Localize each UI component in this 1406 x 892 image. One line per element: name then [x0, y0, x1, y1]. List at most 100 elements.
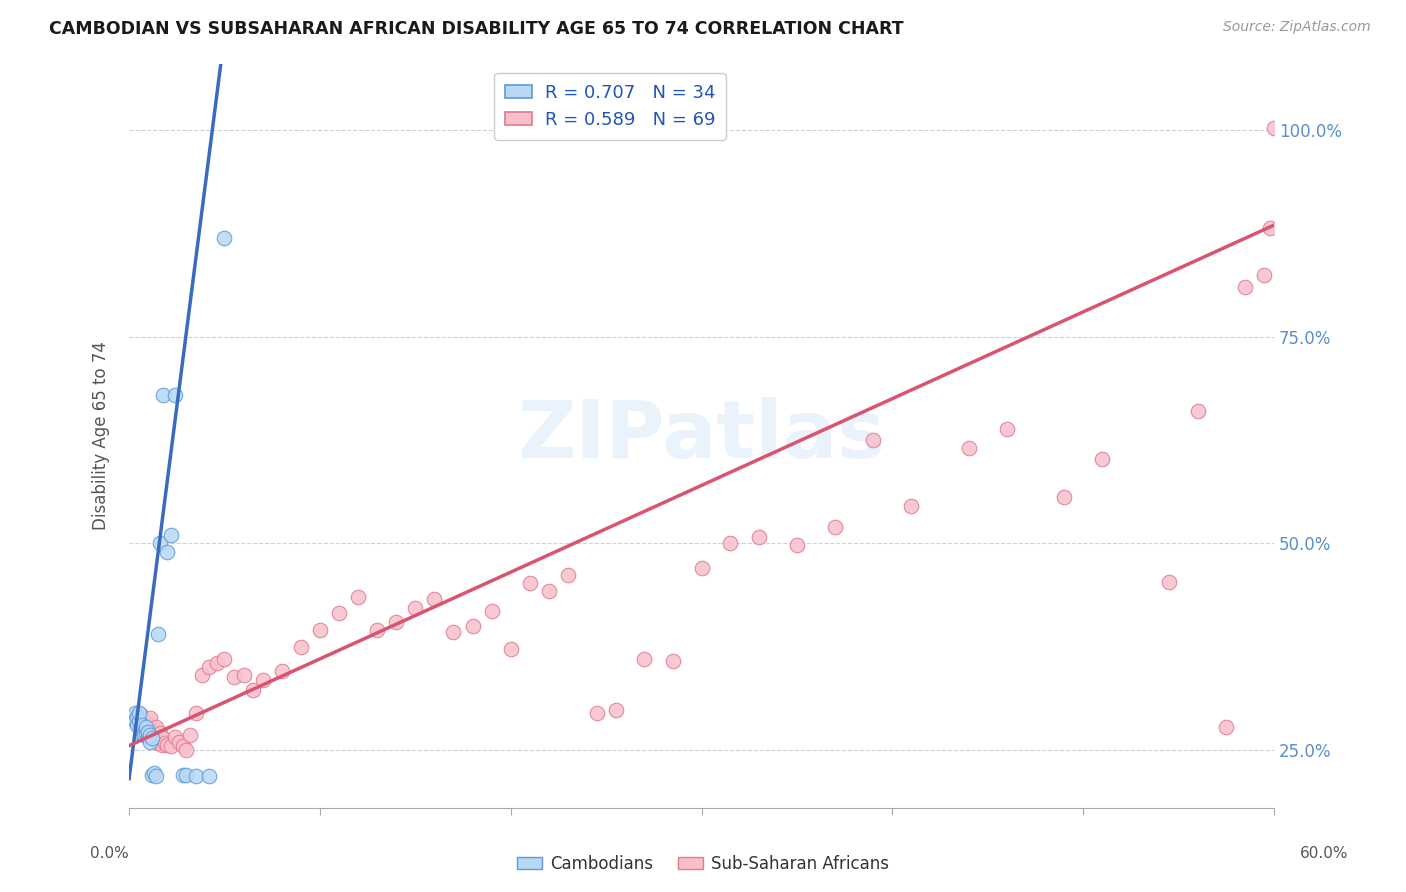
Point — [139, 711, 162, 725]
Point — [149, 726, 172, 740]
Point — [141, 724, 163, 739]
Point — [214, 230, 236, 244]
Point — [146, 736, 169, 750]
Point — [125, 710, 148, 724]
Point — [184, 769, 207, 783]
Point — [139, 728, 162, 742]
Point — [499, 642, 522, 657]
Point — [366, 623, 388, 637]
Point — [134, 728, 156, 742]
Point — [129, 708, 152, 723]
Point — [141, 731, 163, 746]
Point — [385, 615, 408, 629]
Y-axis label: Disability Age 65 to 74: Disability Age 65 to 74 — [93, 342, 110, 530]
Point — [135, 724, 157, 739]
Point — [142, 731, 165, 745]
Point — [146, 627, 169, 641]
Point — [129, 726, 152, 740]
Legend: Cambodians, Sub-Saharan Africans: Cambodians, Sub-Saharan Africans — [510, 848, 896, 880]
Point — [995, 422, 1018, 436]
Point — [1253, 268, 1275, 282]
Point — [1157, 575, 1180, 590]
Point — [198, 769, 221, 783]
Point — [134, 724, 156, 739]
Point — [135, 726, 157, 740]
Text: 0.0%: 0.0% — [90, 846, 129, 861]
Point — [155, 736, 177, 750]
Point — [205, 656, 228, 670]
Point — [786, 538, 808, 552]
Point — [347, 590, 370, 604]
Point — [136, 724, 159, 739]
Point — [152, 731, 174, 746]
Point — [145, 769, 167, 783]
Point — [270, 665, 292, 679]
Point — [718, 536, 741, 550]
Text: ZIPatlas: ZIPatlas — [517, 397, 886, 475]
Point — [1187, 404, 1209, 418]
Point — [633, 652, 655, 666]
Point — [198, 660, 221, 674]
Point — [122, 710, 145, 724]
Point — [690, 561, 713, 575]
Point — [1091, 452, 1114, 467]
Point — [167, 734, 190, 748]
Text: 60.0%: 60.0% — [1301, 846, 1348, 861]
Point — [585, 706, 607, 720]
Point — [176, 767, 198, 781]
Point — [141, 767, 163, 781]
Point — [328, 607, 350, 621]
Point — [748, 530, 770, 544]
Point — [160, 528, 183, 542]
Text: CAMBODIAN VS SUBSAHARAN AFRICAN DISABILITY AGE 65 TO 74 CORRELATION CHART: CAMBODIAN VS SUBSAHARAN AFRICAN DISABILI… — [49, 20, 904, 37]
Point — [309, 623, 332, 637]
Point — [124, 714, 146, 728]
Point — [128, 714, 150, 728]
Point — [160, 739, 183, 754]
Point — [145, 720, 167, 734]
Point — [129, 720, 152, 734]
Point — [125, 718, 148, 732]
Point — [190, 668, 212, 682]
Point — [179, 728, 201, 742]
Point — [1234, 280, 1257, 294]
Point — [150, 738, 173, 752]
Point — [131, 720, 153, 734]
Point — [461, 619, 484, 633]
Point — [214, 652, 236, 666]
Point — [1215, 720, 1237, 734]
Point — [1263, 120, 1285, 135]
Point — [172, 767, 194, 781]
Point — [134, 713, 156, 727]
Point — [149, 536, 172, 550]
Point — [537, 584, 560, 599]
Point — [136, 718, 159, 732]
Text: Source: ZipAtlas.com: Source: ZipAtlas.com — [1223, 20, 1371, 34]
Point — [142, 765, 165, 780]
Point — [128, 706, 150, 720]
Point — [557, 567, 579, 582]
Point — [139, 734, 162, 748]
Point — [519, 575, 541, 590]
Point — [242, 683, 264, 698]
Point — [862, 433, 884, 447]
Point — [423, 592, 446, 607]
Point — [232, 668, 254, 682]
Legend: R = 0.707   N = 34, R = 0.589   N = 69: R = 0.707 N = 34, R = 0.589 N = 69 — [494, 73, 725, 140]
Point — [1053, 490, 1076, 504]
Point — [163, 387, 186, 401]
Point — [290, 640, 312, 654]
Point — [1258, 220, 1281, 235]
Point — [481, 604, 503, 618]
Point — [156, 738, 179, 752]
Point — [131, 723, 153, 737]
Point — [184, 706, 207, 720]
Point — [662, 654, 685, 668]
Point — [957, 442, 980, 456]
Point — [135, 720, 157, 734]
Point — [128, 714, 150, 728]
Point — [605, 703, 627, 717]
Point — [443, 625, 465, 640]
Point — [172, 739, 194, 753]
Point — [136, 731, 159, 745]
